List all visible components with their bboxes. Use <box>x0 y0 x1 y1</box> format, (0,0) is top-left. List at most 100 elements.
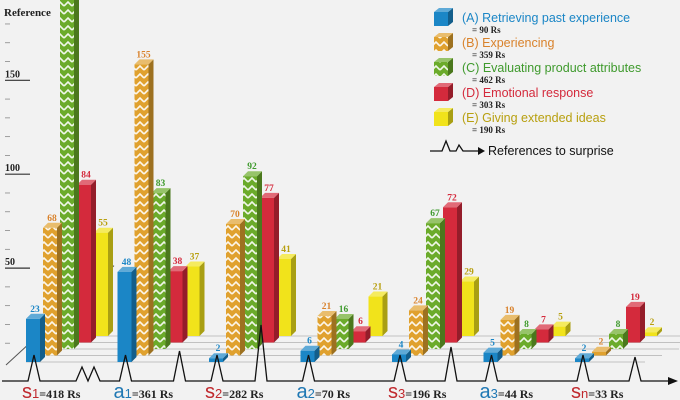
bar: 70 <box>226 210 245 356</box>
bar-side <box>57 222 62 356</box>
bar: 8 <box>517 320 537 349</box>
bar-top <box>168 266 188 272</box>
bar-front <box>460 281 474 336</box>
bar-side <box>382 291 388 336</box>
legend-item-surprise: References to surprise <box>430 139 614 158</box>
arrow-head-icon <box>478 147 485 155</box>
category-label: s1=418 Rs <box>22 381 81 400</box>
bar-side <box>365 326 371 343</box>
bar-side <box>40 313 45 362</box>
bar-hatch <box>409 310 423 356</box>
y-tick-label: 50 <box>5 257 15 268</box>
bar-side <box>457 202 462 343</box>
legend-series-total: = 359 Rs <box>472 50 506 60</box>
bar-value-label: 84 <box>81 171 91 181</box>
bar-front <box>277 259 291 336</box>
category-label: a2=70 Rs <box>297 381 351 400</box>
bar-value-label: 8 <box>616 320 621 330</box>
bar-top <box>317 311 337 317</box>
bar: 84 <box>77 171 96 343</box>
bar-value-label: 4 <box>399 340 404 350</box>
category-subscript: 1 <box>125 386 132 400</box>
bar-top <box>392 349 411 355</box>
bar-front <box>368 296 383 336</box>
bar: 2 <box>643 318 662 336</box>
bars: 55 37 41 21 29 5 2 84 38 77 6 72 7 19 188 83 92 16 67 8 8 68 1… <box>26 0 662 362</box>
bar-front <box>443 207 457 343</box>
bar-value-label: 37 <box>190 253 200 263</box>
bar-value-label: 6 <box>358 317 363 327</box>
bar-side <box>640 301 645 343</box>
bar-top <box>151 188 171 194</box>
bar-top <box>226 219 245 225</box>
legend-item: (A) Retrieving past experience= 90 Rs <box>434 8 630 35</box>
bar-value-label: 6 <box>307 337 312 347</box>
bar-side <box>514 314 520 356</box>
bar-hatch <box>517 333 532 349</box>
bar: 83 <box>151 179 171 349</box>
category-symbol: a <box>480 381 492 400</box>
bar-value-label: 41 <box>281 245 291 255</box>
bar-value-label: 8 <box>524 320 529 330</box>
bar-top <box>626 301 645 307</box>
legend-swatch-side <box>448 83 453 101</box>
bar-hatch <box>500 319 515 356</box>
bar: 8 <box>609 320 628 349</box>
legend-series-total: = 90 Rs <box>472 25 501 35</box>
category-total: =361 Rs <box>132 387 174 400</box>
bar-value-label: 2 <box>650 318 655 328</box>
bar-side <box>223 353 228 362</box>
bar-value-label: 155 <box>136 50 151 60</box>
bar-top <box>260 192 279 198</box>
bar-hatch <box>317 316 332 356</box>
category-symbol: s <box>22 381 32 400</box>
category-subscript: 2 <box>308 386 315 400</box>
legend-series-name: (C) Evaluating product attributes <box>462 61 641 75</box>
x-axis: s1=418 Rs a1=361 Rs s2=282 Rs a2=70 Rs s3=19… <box>2 324 678 400</box>
bar: 2 <box>592 338 611 356</box>
bar: 6 <box>300 337 320 362</box>
bar-top <box>643 327 662 333</box>
legend-series-name: (B) Experiencing <box>462 36 554 50</box>
bar-hatch <box>151 193 166 349</box>
bar: 38 <box>168 257 188 343</box>
bar: 48 <box>117 258 137 362</box>
surprise-line-icon <box>430 139 478 152</box>
bar-hatch <box>609 333 623 349</box>
bar-top <box>43 222 62 228</box>
category-total: =33 Rs <box>588 387 624 400</box>
bar: 155 <box>134 50 154 356</box>
bar-front <box>643 332 657 336</box>
legend-series-total: = 190 Rs <box>472 125 506 135</box>
bar-side <box>131 266 137 362</box>
bar-side <box>474 276 479 336</box>
category-subscript: 3 <box>491 386 498 400</box>
category-label: a1=361 Rs <box>114 381 174 400</box>
bar: 67 <box>426 209 445 349</box>
legend-swatch-top <box>434 33 453 37</box>
bar-value-label: 72 <box>447 193 457 203</box>
legend-swatch <box>434 112 448 126</box>
category-subscript: 1 <box>32 386 39 400</box>
bar-front <box>592 351 606 356</box>
legend-swatch-side <box>448 8 453 26</box>
bar-top <box>134 59 154 65</box>
bar: 21 <box>368 283 388 336</box>
bar-side <box>423 305 428 356</box>
bar-top <box>368 291 388 297</box>
bar-top <box>592 346 611 352</box>
bar-value-label: 2 <box>582 344 587 354</box>
bar-top <box>426 218 445 224</box>
bar-side <box>531 328 537 349</box>
category-label: s3=196 Rs <box>388 381 447 400</box>
legend-swatch-side <box>448 58 453 76</box>
bar-side <box>240 219 245 356</box>
legend-item: (C) Evaluating product attributes= 462 R… <box>434 58 641 85</box>
bar: 92 <box>243 162 262 349</box>
bar-side <box>199 261 205 336</box>
bar-side <box>497 347 503 362</box>
category-label: s2=282 Rs <box>205 381 264 400</box>
bar-value-label: 2 <box>216 344 221 354</box>
bar-side <box>565 321 571 336</box>
bar-top <box>460 276 479 282</box>
